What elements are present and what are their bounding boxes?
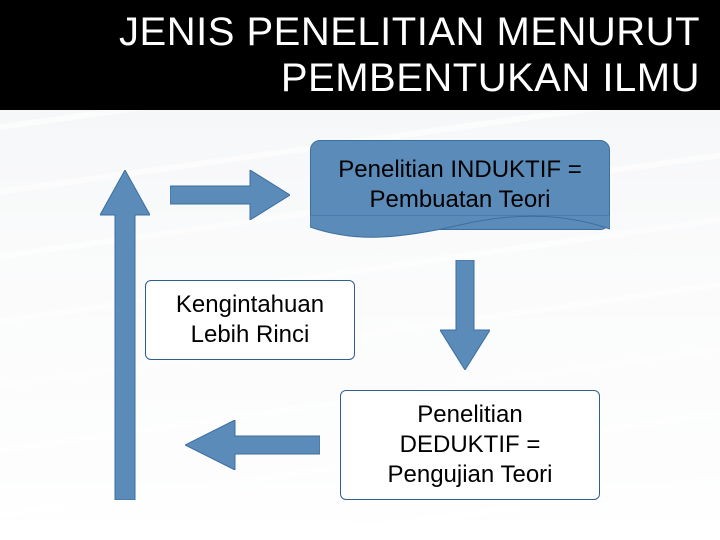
- flag-wave-icon: [310, 215, 610, 243]
- arrow-down: [440, 260, 490, 370]
- box-deductive-text: Penelitian DEDUKTIF = Pengujian Teori: [359, 400, 581, 490]
- box-curiosity-text: Kengintahuan Lebih Rinci: [164, 290, 336, 350]
- box-inductive-text: Penelitian INDUKTIF = Pembuatan Teori: [329, 155, 591, 215]
- box-curiosity: Kengintahuan Lebih Rinci: [145, 280, 355, 360]
- slide-title-bar: JENIS PENELITIAN MENURUT PEMBENTUKAN ILM…: [0, 0, 720, 110]
- arrow-right: [170, 170, 290, 220]
- arrow-up-long: [100, 170, 150, 500]
- arrow-left: [185, 420, 320, 470]
- box-inductive: Penelitian INDUKTIF = Pembuatan Teori: [310, 140, 610, 230]
- title-line-1: JENIS PENELITIAN MENURUT: [119, 9, 700, 55]
- title-line-2: PEMBENTUKAN ILMU: [281, 55, 700, 101]
- box-deductive: Penelitian DEDUKTIF = Pengujian Teori: [340, 390, 600, 500]
